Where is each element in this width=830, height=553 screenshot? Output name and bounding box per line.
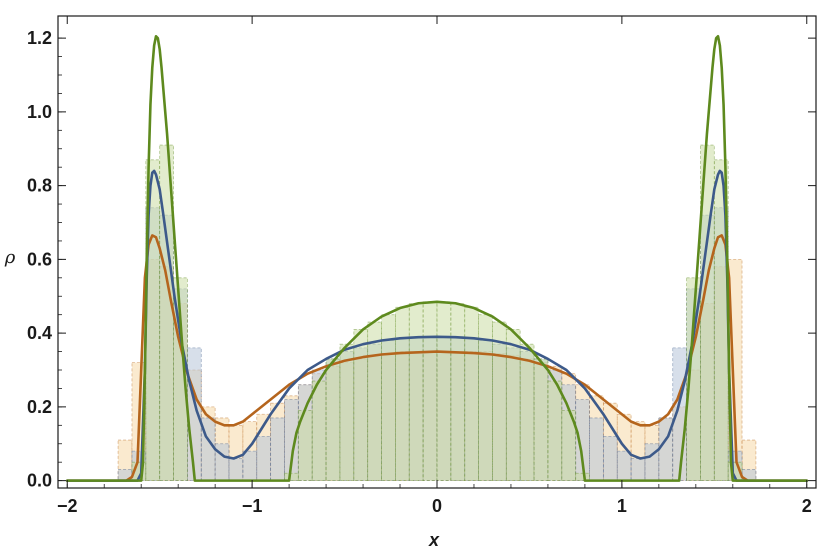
histogram-bar-blue — [270, 417, 285, 482]
density-curve-green — [65, 34, 809, 482]
x-tick-label: 0 — [432, 496, 442, 516]
histogram-bar-green — [547, 380, 563, 482]
x-tick-label: −2 — [57, 496, 78, 516]
histogram-bar-green — [422, 301, 438, 482]
histogram-bar-green — [492, 321, 507, 482]
histogram-bar-green — [450, 303, 466, 482]
histogram-bar-green — [464, 306, 479, 482]
curve-layer — [65, 34, 809, 482]
histogram-layer — [117, 144, 757, 482]
histogram-bar-green — [325, 358, 341, 482]
histogram-bar-green — [505, 329, 521, 482]
histogram-bar-blue — [228, 458, 244, 482]
x-axis-title: x — [428, 530, 440, 550]
histogram-bar-green — [436, 301, 452, 482]
histogram-bar-green — [395, 306, 410, 482]
histogram-bar-green — [575, 472, 590, 482]
y-tick-label: 1.2 — [27, 28, 52, 48]
histogram-bar-blue — [242, 450, 258, 482]
y-tick-label: 1.0 — [27, 102, 52, 122]
histogram-bar-green — [311, 380, 327, 482]
histogram-bar-green — [519, 343, 535, 482]
histogram-bar-blue — [602, 435, 618, 482]
histogram-bar-blue — [630, 458, 646, 482]
histogram-bar-blue — [616, 450, 632, 482]
density-curve-blue — [65, 169, 809, 482]
histogram-bar-green — [367, 321, 382, 482]
y-tick-label: 0.8 — [27, 176, 52, 196]
histogram-bar-green — [339, 343, 355, 482]
tick-layer: −2 −1 0 1 2 0.0 0.2 0.4 0.6 0.8 1.0 1.2 — [27, 16, 816, 516]
histogram-bar-green — [408, 303, 424, 482]
x-tick-label: 2 — [802, 496, 812, 516]
y-tick-label: 0.4 — [27, 323, 52, 343]
histogram-bar-green — [533, 358, 549, 482]
y-tick-label: 0.6 — [27, 249, 52, 269]
density-curve-orange — [65, 234, 809, 482]
y-tick-label: 0.2 — [27, 397, 52, 417]
histogram-bar-blue — [589, 417, 604, 482]
x-tick-label: −1 — [242, 496, 263, 516]
y-tick-label: 0.0 — [27, 471, 52, 491]
histogram-bar-green — [353, 329, 369, 482]
x-tick-label: 1 — [617, 496, 627, 516]
histogram-bar-blue — [256, 435, 272, 482]
y-axis-title: ρ — [4, 247, 16, 268]
